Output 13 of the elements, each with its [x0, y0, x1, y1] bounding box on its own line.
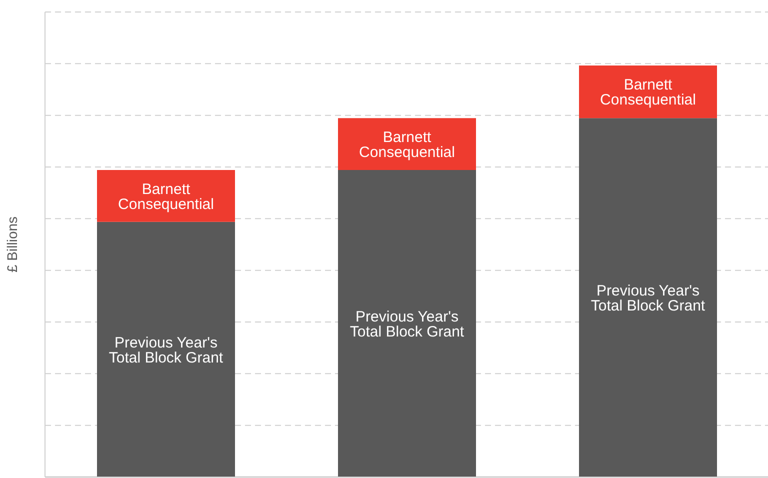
text: Barnett Consequential [359, 128, 455, 161]
text: Barnett Consequential [600, 76, 696, 109]
text: Previous Year's Total Block Grant [350, 308, 464, 340]
series-label: Barnett Consequential [118, 180, 214, 213]
y-axis-title: £ Billions [4, 216, 20, 273]
bar [579, 118, 717, 477]
bar [97, 170, 235, 222]
bar [579, 65, 717, 118]
text: Previous Year's Total Block Grant [590, 282, 706, 314]
bar [338, 170, 476, 477]
bar [97, 222, 235, 477]
series-label: Previous Year's Total Block Grant [108, 334, 224, 366]
bar [338, 118, 476, 170]
